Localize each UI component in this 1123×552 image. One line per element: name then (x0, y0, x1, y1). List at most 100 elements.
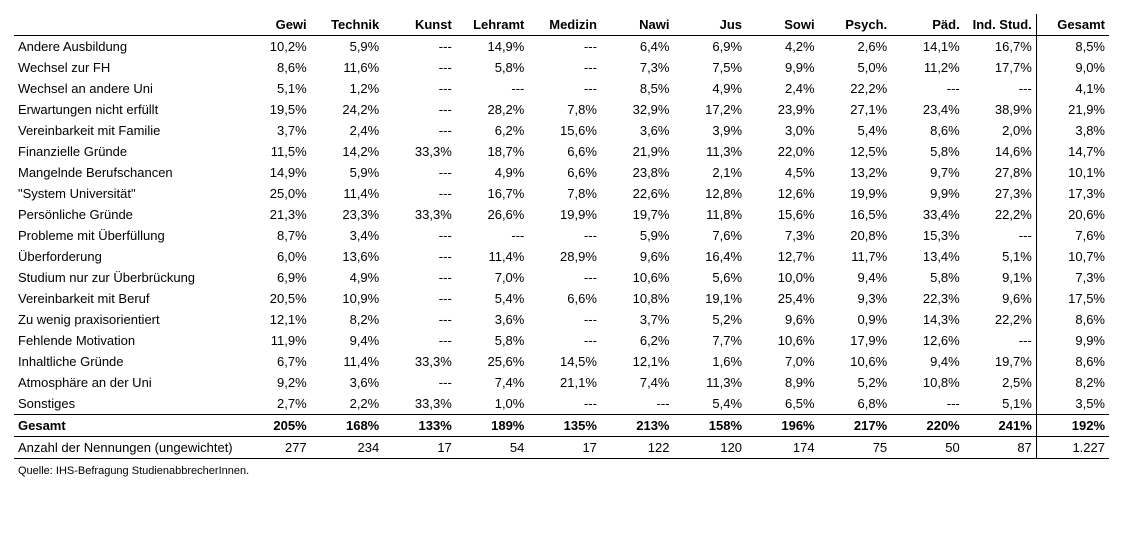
cell-value: 1,6% (673, 351, 746, 372)
table-head: GewiTechnikKunstLehramtMedizinNawiJusSow… (14, 14, 1109, 36)
cell-value: --- (383, 330, 456, 351)
count-cell: 120 (673, 437, 746, 459)
table-row: Probleme mit Überfüllung8,7%3,4%--------… (14, 225, 1109, 246)
cell-value: 8,6% (891, 120, 964, 141)
cell-value: 4,2% (746, 36, 819, 58)
cell-value: 7,4% (456, 372, 529, 393)
cell-value: 9,9% (1036, 330, 1109, 351)
cell-value: 7,8% (528, 99, 601, 120)
cell-value: 19,7% (964, 351, 1037, 372)
cell-value: 22,2% (819, 78, 892, 99)
cell-value: 6,0% (238, 246, 311, 267)
cell-value: 9,6% (964, 288, 1037, 309)
cell-value: --- (528, 57, 601, 78)
cell-value: 3,7% (238, 120, 311, 141)
cell-value: 7,8% (528, 183, 601, 204)
cell-value: 5,8% (456, 330, 529, 351)
cell-value: 19,9% (528, 204, 601, 225)
count-cell: 277 (238, 437, 311, 459)
data-table-container: GewiTechnikKunstLehramtMedizinNawiJusSow… (14, 14, 1109, 477)
cell-value: 21,9% (601, 141, 674, 162)
cell-value: 2,0% (964, 120, 1037, 141)
cell-value: 12,5% (819, 141, 892, 162)
row-label: Vereinbarkeit mit Beruf (14, 288, 238, 309)
cell-value: 7,3% (1036, 267, 1109, 288)
cell-value: 2,4% (311, 120, 384, 141)
cell-value: 7,4% (601, 372, 674, 393)
cell-value: 21,9% (1036, 99, 1109, 120)
count-cell: 50 (891, 437, 964, 459)
cell-value: 14,2% (311, 141, 384, 162)
cell-value: 5,4% (456, 288, 529, 309)
row-label: Andere Ausbildung (14, 36, 238, 58)
cell-value: 7,7% (673, 330, 746, 351)
cell-value: --- (383, 267, 456, 288)
cell-value: 5,1% (964, 393, 1037, 415)
cell-value: --- (528, 36, 601, 58)
count-cell: 17 (383, 437, 456, 459)
cell-value: 14,7% (1036, 141, 1109, 162)
row-label: Sonstiges (14, 393, 238, 415)
cell-value: 15,6% (746, 204, 819, 225)
cell-value: --- (964, 78, 1037, 99)
table-row: Vereinbarkeit mit Familie3,7%2,4%---6,2%… (14, 120, 1109, 141)
cell-value: 9,4% (311, 330, 384, 351)
count-row: Anzahl der Nennungen (ungewichtet)277234… (14, 437, 1109, 459)
cell-value: 6,9% (238, 267, 311, 288)
row-label: Probleme mit Überfüllung (14, 225, 238, 246)
count-cell: 17 (528, 437, 601, 459)
table-row: Vereinbarkeit mit Beruf20,5%10,9%---5,4%… (14, 288, 1109, 309)
cell-value: --- (528, 267, 601, 288)
cell-value: --- (383, 309, 456, 330)
cell-value: 9,7% (891, 162, 964, 183)
cell-value: 17,3% (1036, 183, 1109, 204)
cell-value: 2,1% (673, 162, 746, 183)
cell-value: 27,8% (964, 162, 1037, 183)
cell-value: 14,3% (891, 309, 964, 330)
cell-value: 13,4% (891, 246, 964, 267)
cell-value: 22,2% (964, 204, 1037, 225)
column-header: Technik (311, 14, 384, 36)
cell-value: 12,1% (601, 351, 674, 372)
cell-value: --- (964, 225, 1037, 246)
cell-value: --- (891, 78, 964, 99)
cell-value: 7,0% (746, 351, 819, 372)
cell-value: 11,8% (673, 204, 746, 225)
cell-value: 10,6% (819, 351, 892, 372)
cell-value: 9,4% (891, 351, 964, 372)
cell-value: 25,6% (456, 351, 529, 372)
cell-value: 13,6% (311, 246, 384, 267)
cell-value: 16,7% (456, 183, 529, 204)
table-row: Sonstiges2,7%2,2%33,3%1,0%------5,4%6,5%… (14, 393, 1109, 415)
table-row: Fehlende Motivation11,9%9,4%---5,8%---6,… (14, 330, 1109, 351)
cell-value: 15,6% (528, 120, 601, 141)
cell-value: 6,9% (673, 36, 746, 58)
cell-value: 1,2% (311, 78, 384, 99)
table-row: Überforderung6,0%13,6%---11,4%28,9%9,6%1… (14, 246, 1109, 267)
cell-value: 14,9% (238, 162, 311, 183)
column-header: Jus (673, 14, 746, 36)
cell-value: 10,1% (1036, 162, 1109, 183)
cell-value: 13,2% (819, 162, 892, 183)
cell-value: --- (383, 99, 456, 120)
total-cell: 168% (311, 415, 384, 437)
cell-value: 11,7% (819, 246, 892, 267)
cell-value: --- (383, 36, 456, 58)
table-row: Persönliche Gründe21,3%23,3%33,3%26,6%19… (14, 204, 1109, 225)
table-row: Atmosphäre an der Uni9,2%3,6%---7,4%21,1… (14, 372, 1109, 393)
cell-value: 7,6% (1036, 225, 1109, 246)
cell-value: 9,6% (601, 246, 674, 267)
cell-value: 38,9% (964, 99, 1037, 120)
cell-value: 33,3% (383, 141, 456, 162)
cell-value: 5,8% (456, 57, 529, 78)
cell-value: 8,2% (311, 309, 384, 330)
cell-value: --- (383, 120, 456, 141)
cell-value: --- (456, 225, 529, 246)
cell-value: --- (383, 246, 456, 267)
cell-value: 11,2% (891, 57, 964, 78)
cell-value: 17,5% (1036, 288, 1109, 309)
cell-value: 7,6% (673, 225, 746, 246)
cell-value: 25,0% (238, 183, 311, 204)
total-cell: 205% (238, 415, 311, 437)
cell-value: 11,9% (238, 330, 311, 351)
